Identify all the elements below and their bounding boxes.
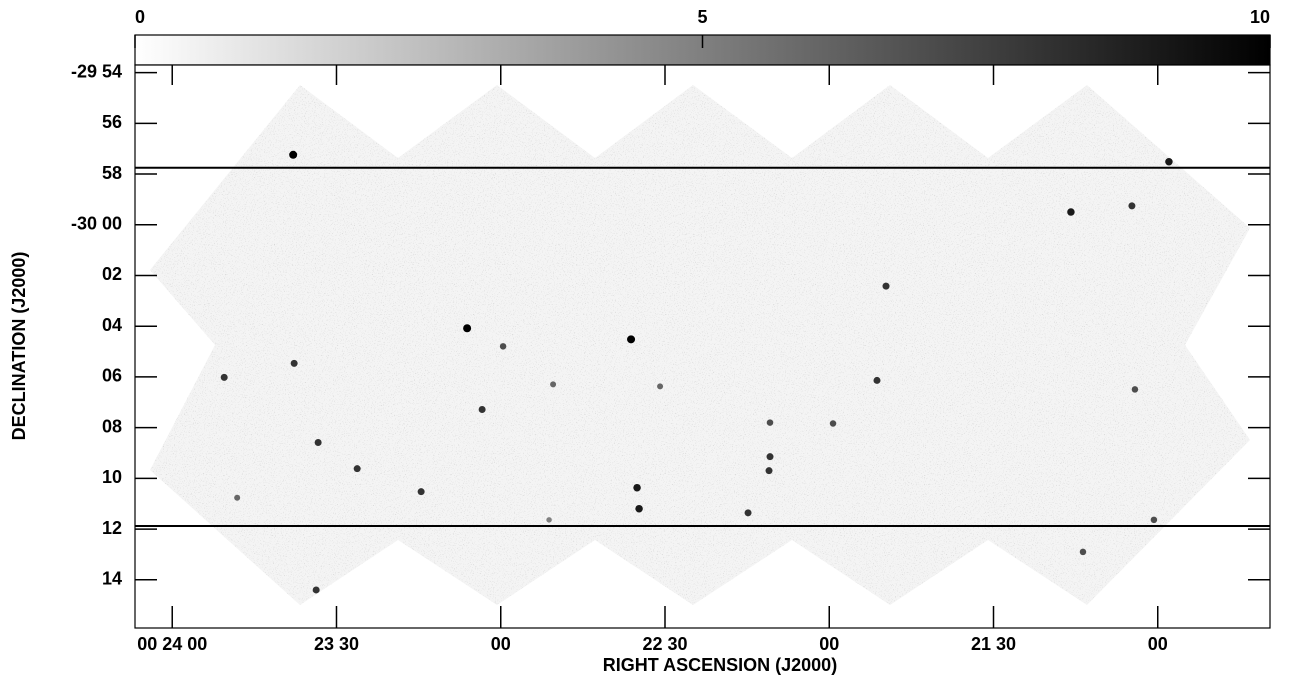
y-tick-label: 58 — [102, 163, 122, 183]
source — [873, 376, 881, 384]
y-tick-label: 08 — [102, 416, 122, 436]
y-tick-label: -29 54 — [71, 61, 122, 81]
y-axis-label: DECLINATION (J2000) — [9, 252, 29, 441]
source — [744, 509, 752, 517]
source — [765, 467, 773, 475]
source — [417, 488, 425, 496]
source — [289, 150, 298, 159]
colorbar-tick-label: 5 — [697, 7, 707, 27]
source — [546, 517, 552, 523]
source — [220, 373, 228, 381]
source — [1128, 202, 1136, 210]
source — [829, 420, 837, 427]
y-tick-label: 06 — [102, 366, 122, 386]
source — [478, 405, 486, 413]
x-tick-label: 00 — [1148, 634, 1168, 654]
source — [1079, 548, 1087, 556]
y-tick-label: 56 — [102, 112, 122, 132]
source — [635, 504, 643, 513]
source — [234, 494, 241, 501]
source — [314, 439, 322, 447]
colorbar-tick-label: 10 — [1250, 7, 1270, 27]
source — [882, 282, 890, 290]
source — [1150, 516, 1158, 524]
source — [766, 453, 774, 461]
x-tick-label: 21 30 — [971, 634, 1016, 654]
source — [463, 324, 472, 333]
y-tick-label: 12 — [102, 518, 122, 538]
source — [766, 419, 774, 426]
y-tick-label: 14 — [102, 569, 122, 589]
y-tick-label: 10 — [102, 467, 122, 487]
source — [550, 381, 557, 388]
source — [312, 586, 320, 594]
source — [657, 383, 664, 390]
x-axis-label: RIGHT ASCENSION (J2000) — [603, 655, 837, 675]
y-tick-label: 04 — [102, 315, 122, 335]
x-tick-label: 00 — [819, 634, 839, 654]
x-tick-label: 00 24 00 — [137, 634, 207, 654]
x-tick-label: 23 30 — [314, 634, 359, 654]
source — [353, 465, 361, 473]
source — [633, 483, 641, 492]
x-tick-label: 00 — [491, 634, 511, 654]
mosaic-noise — [150, 85, 1250, 605]
source — [1165, 158, 1173, 166]
y-tick-label: 02 — [102, 264, 122, 284]
source — [290, 359, 298, 367]
source — [499, 343, 507, 350]
colorbar-tick-label: 0 — [135, 7, 145, 27]
source — [627, 335, 636, 344]
y-tick-label: -30 00 — [71, 214, 122, 234]
source — [1131, 386, 1139, 393]
x-tick-label: 22 30 — [642, 634, 687, 654]
mosaic — [150, 85, 1250, 605]
source — [1067, 208, 1075, 216]
